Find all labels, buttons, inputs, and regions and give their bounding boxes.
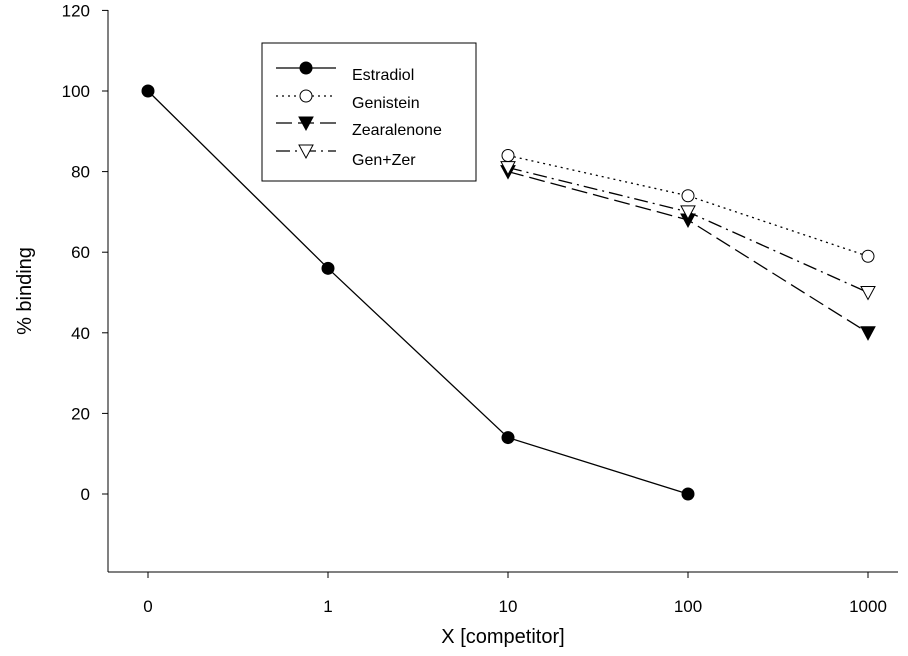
series-layer (141, 84, 876, 501)
x-ticks: 0 1 10 100 1000 (143, 572, 887, 616)
y-tick-label: 80 (71, 163, 90, 182)
axes (107, 10, 898, 573)
data-point (681, 487, 695, 501)
y-tick-label: 100 (62, 82, 90, 101)
legend: Estradiol Genistein Zearalenone Gen+Zer (261, 42, 477, 182)
legend-marker (299, 61, 313, 75)
data-point (321, 261, 335, 275)
legend-label: Estradiol (352, 67, 414, 84)
y-tick-label: 40 (71, 324, 90, 343)
legend-label: Gen+Zer (352, 152, 416, 169)
legend-item: Zearalenone (276, 116, 442, 139)
data-point (680, 205, 696, 220)
legend-marker (298, 116, 314, 132)
data-point (500, 161, 516, 176)
legend-box (261, 42, 477, 182)
x-tick-label: 1000 (849, 597, 887, 616)
y-tick-label: 0 (81, 485, 90, 504)
legend-marker (299, 89, 313, 103)
series-gen-zer (500, 161, 876, 301)
x-axis-title: X [competitor] (441, 626, 564, 648)
data-point (681, 189, 695, 203)
legend-marker (298, 144, 314, 160)
legend-label: Zearalenone (352, 122, 442, 139)
legend-item: Genistein (276, 89, 420, 112)
data-point (501, 431, 515, 445)
legend-label: Genistein (352, 95, 420, 112)
y-tick-label: 20 (71, 404, 90, 423)
y-ticks: 0 20 40 60 80 100 120 (62, 1, 108, 504)
x-tick-label: 1 (323, 597, 332, 616)
legend-item: Gen+Zer (276, 144, 416, 169)
data-point (141, 84, 155, 98)
legend-item: Estradiol (276, 61, 414, 84)
y-tick-label: 120 (62, 1, 90, 20)
data-point (860, 326, 876, 341)
x-tick-label: 100 (674, 597, 702, 616)
x-tick-label: 0 (143, 597, 152, 616)
series-estradiol (141, 84, 695, 501)
data-point (860, 286, 876, 301)
y-axis-title: % binding (14, 247, 36, 335)
series-line (507, 154, 869, 257)
series-line (147, 90, 689, 495)
x-tick-label: 10 (499, 597, 518, 616)
data-point (501, 148, 515, 162)
data-point (861, 249, 875, 263)
y-tick-label: 60 (71, 243, 90, 262)
